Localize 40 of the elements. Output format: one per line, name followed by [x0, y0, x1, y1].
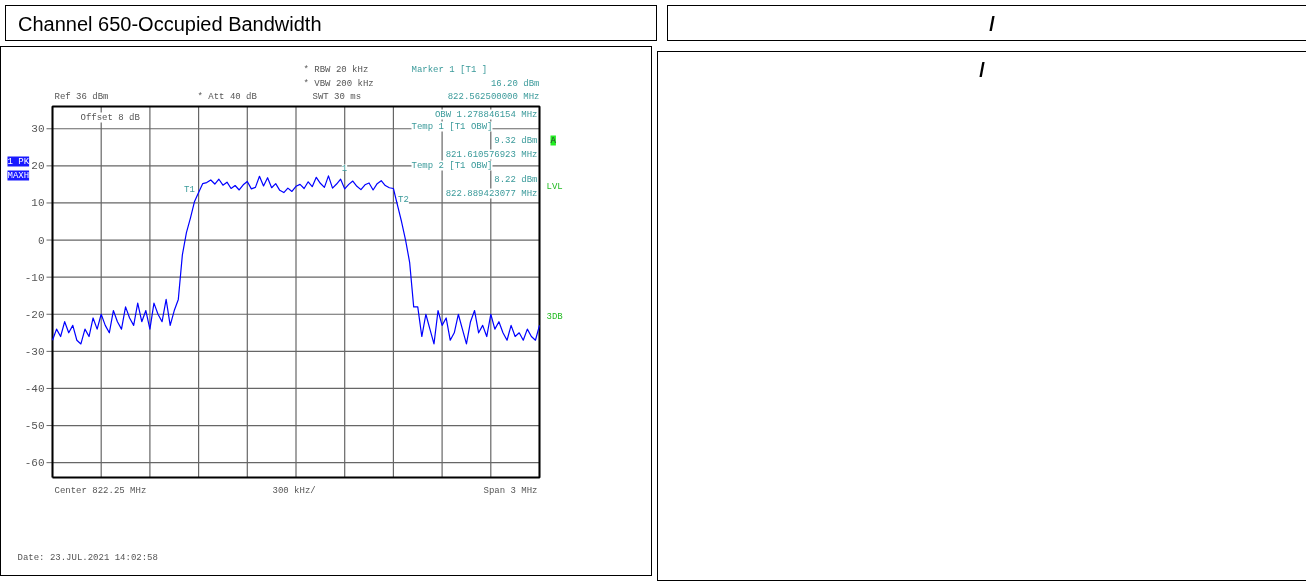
text: 300 kHz/ [272, 485, 316, 496]
text: / [989, 12, 995, 37]
text: Span 3 MHz [483, 485, 538, 496]
text: 16.20 dBm [490, 78, 540, 89]
text: 3DB [546, 311, 564, 322]
annotation: 8.22 dBm [494, 174, 538, 185]
y-tick-label: -50 [24, 420, 45, 433]
y-tick-label: -10 [24, 271, 45, 284]
annotation: OBW 1.278846154 MHz [434, 109, 538, 120]
y-tick-label: -60 [24, 457, 45, 470]
text: 1 PK [7, 156, 30, 167]
text: * Att 40 dB [197, 91, 258, 102]
annotation: 822.889423077 MHz [445, 188, 538, 199]
y-tick-label: 0 [37, 234, 45, 247]
annotation: 9.32 dBm [494, 135, 538, 146]
y-tick-label: -30 [24, 345, 45, 358]
text: SWT 30 ms [312, 91, 362, 102]
annotation: T1 [184, 184, 195, 195]
annotation: Offset 8 dB [80, 112, 141, 123]
text: 822.562500000 MHz [447, 91, 540, 102]
text: Date: 23.JUL.2021 14:02:58 [17, 552, 158, 563]
text: Marker 1 [T1 ] [411, 64, 488, 75]
annotation: Temp 2 [T1 OBW] [411, 160, 493, 171]
text: Ref 36 dBm [54, 91, 109, 102]
annotation: T2 [398, 194, 409, 205]
text: MAXH [7, 170, 30, 181]
y-tick-label: 30 [31, 123, 45, 136]
y-tick-label: -20 [24, 308, 45, 321]
chart-title: Channel 650-Occupied Bandwidth [18, 12, 322, 37]
text: * VBW 200 kHz [303, 78, 374, 89]
text: / [979, 58, 985, 83]
y-tick-label: 10 [31, 197, 45, 210]
annotation: 821.610576923 MHz [445, 149, 538, 160]
y-tick-label: -40 [24, 382, 45, 395]
annotation: 1 [341, 163, 348, 174]
y-tick-label: 20 [31, 160, 45, 173]
text: LVL [546, 181, 563, 192]
annotation: Temp 1 [T1 OBW] [411, 121, 493, 132]
text: Center 822.25 MHz [54, 485, 147, 496]
text: * RBW 20 kHz [303, 64, 369, 75]
